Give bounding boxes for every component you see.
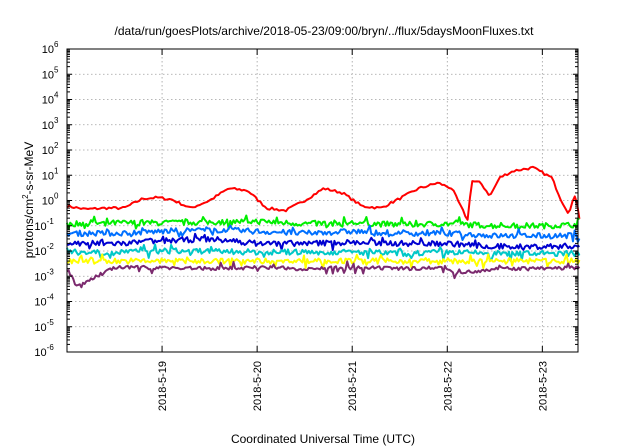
y-tick-label: 10-5 <box>34 318 54 334</box>
series-line-3 <box>66 224 581 243</box>
y-tick-label: 10-6 <box>34 343 54 359</box>
x-axis-label: Coordinated Universal Time (UTC) <box>231 432 415 446</box>
y-tick-label: 10-2 <box>34 242 54 258</box>
y-tick-label: 104 <box>42 91 59 107</box>
y-tick-label: 103 <box>42 116 59 132</box>
y-axis-ticks: 10-6 10-5 10-4 10-3 10-2 10-1 100 101 102 103 104 1… <box>34 40 578 359</box>
series-lines <box>66 165 581 289</box>
series-line-7 <box>66 260 581 289</box>
y-axis-label: protons/cm2-s-sr-MeV <box>21 142 36 258</box>
x-tick-label: 2018-5-21 <box>347 361 359 411</box>
series-line-5 <box>66 243 581 262</box>
y-tick-label: 105 <box>42 65 59 81</box>
x-tick-label: 2018-5-19 <box>157 361 169 411</box>
chart-title: /data/run/goesPlots/archive/2018-05-23/0… <box>115 24 535 38</box>
y-tick-label: 101 <box>42 166 59 182</box>
x-tick-label: 2018-5-22 <box>442 361 454 411</box>
y-tick-label: 10-3 <box>34 267 54 283</box>
y-tick-label: 102 <box>42 141 59 157</box>
series-line-4 <box>66 232 580 251</box>
y-tick-label: 10-1 <box>34 217 54 233</box>
x-axis-ticks: 2018-5-19 2018-5-20 2018-5-21 2018-5-22 2018… <box>157 49 549 411</box>
x-tick-label: 2018-5-20 <box>252 361 264 411</box>
series-line-2 <box>66 214 580 231</box>
x-tick-label: 2018-5-23 <box>537 361 549 411</box>
y-tick-label: 100 <box>42 192 59 208</box>
y-tick-label: 106 <box>42 40 59 56</box>
grid <box>67 49 578 352</box>
y-tick-label: 10-4 <box>34 293 54 309</box>
series-line-1 <box>66 165 581 221</box>
